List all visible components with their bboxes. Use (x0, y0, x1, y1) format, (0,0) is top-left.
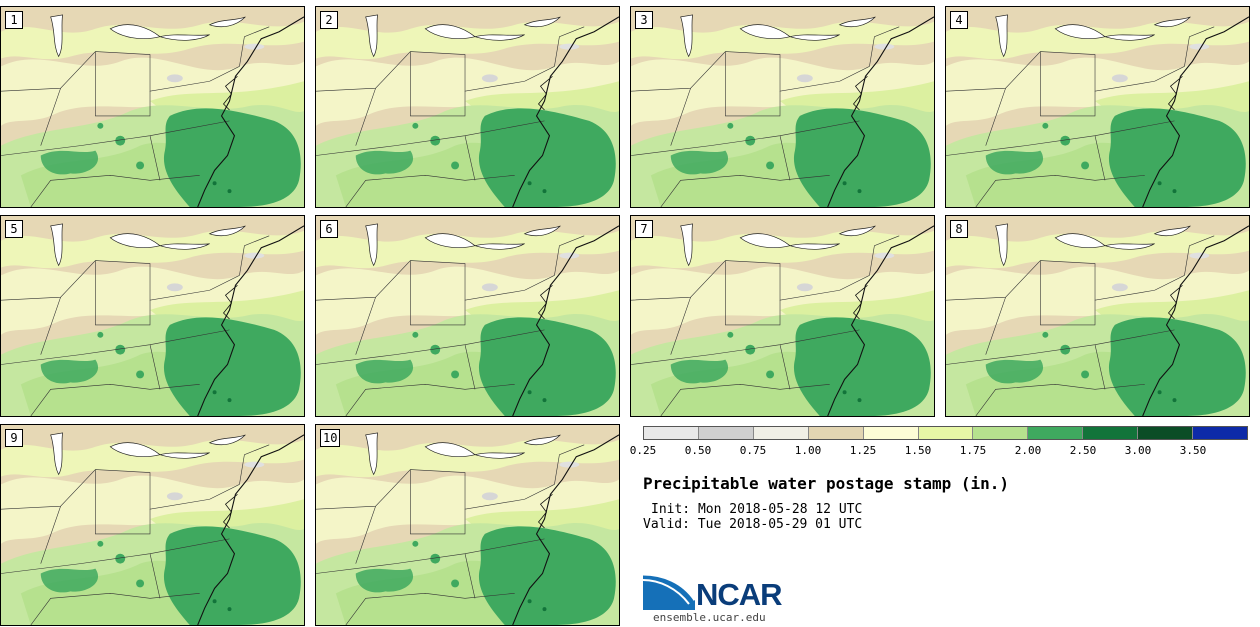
precip-water-map (1, 7, 304, 207)
colorbar-tick: 0.25 (629, 444, 657, 457)
stamp-label: 10 (320, 429, 341, 447)
colorbar-tick: 2.00 (1014, 444, 1042, 457)
colorbar-segment (1083, 427, 1139, 439)
colorbar-segment (1193, 427, 1247, 439)
colorbar-tick: 2.50 (1069, 444, 1097, 457)
stamp-label: 6 (320, 220, 338, 238)
colorbar-segment (973, 427, 1029, 439)
colorbar-tick: 3.50 (1179, 444, 1207, 457)
colorbar-segment (1138, 427, 1194, 439)
colorbar-tick: 3.00 (1124, 444, 1152, 457)
colorbar-segment (1028, 427, 1084, 439)
precip-water-map (1, 216, 304, 416)
colorbar-tick: 1.25 (849, 444, 877, 457)
colorbar (643, 426, 1248, 440)
page-title: Precipitable water postage stamp (in.) (643, 474, 1010, 493)
stamp-map-9: 9 (0, 424, 305, 626)
ensemble-url[interactable]: ensemble.ucar.edu (653, 611, 766, 624)
stamp-map-1: 1 (0, 6, 305, 208)
stamp-label: 5 (5, 220, 23, 238)
colorbar-ticks: 0.25 0.50 0.75 1.00 1.25 1.50 1.75 2.00 … (630, 444, 1248, 460)
ncar-logo-icon (643, 572, 697, 610)
stamp-label: 1 (5, 11, 23, 29)
colorbar-tick: 1.00 (794, 444, 822, 457)
stamp-map-10: 10 (315, 424, 620, 626)
stamp-map-8: 8 (945, 215, 1250, 417)
precip-water-map (316, 425, 619, 625)
precip-water-map (631, 216, 934, 416)
precip-water-map (1, 425, 304, 625)
colorbar-segment (863, 427, 919, 439)
precip-water-map (316, 216, 619, 416)
colorbar-tick: 0.75 (739, 444, 767, 457)
valid-time: Valid: Tue 2018-05-29 01 UTC (643, 517, 863, 532)
stamp-map-7: 7 (630, 215, 935, 417)
stamp-label: 9 (5, 429, 23, 447)
colorbar-tick: 1.50 (904, 444, 932, 457)
stamp-map-6: 6 (315, 215, 620, 417)
stamp-label: 4 (950, 11, 968, 29)
stamp-label: 3 (635, 11, 653, 29)
precip-water-map (946, 216, 1249, 416)
stamp-map-5: 5 (0, 215, 305, 417)
colorbar-segment (698, 427, 754, 439)
colorbar-segment (808, 427, 864, 439)
stamp-map-4: 4 (945, 6, 1250, 208)
colorbar-tick: 0.50 (684, 444, 712, 457)
precip-water-map (946, 7, 1249, 207)
stamp-label: 2 (320, 11, 338, 29)
stamp-map-3: 3 (630, 6, 935, 208)
colorbar-segment (918, 427, 974, 439)
init-time: Init: Mon 2018-05-28 12 UTC (651, 502, 863, 517)
colorbar-segment (644, 427, 699, 439)
colorbar-tick: 1.75 (959, 444, 987, 457)
stamp-map-2: 2 (315, 6, 620, 208)
ncar-logo-text: NCAR (696, 577, 783, 612)
colorbar-segment (753, 427, 809, 439)
stamp-label: 7 (635, 220, 653, 238)
precip-water-map (316, 7, 619, 207)
precip-water-map (631, 7, 934, 207)
stamp-label: 8 (950, 220, 968, 238)
